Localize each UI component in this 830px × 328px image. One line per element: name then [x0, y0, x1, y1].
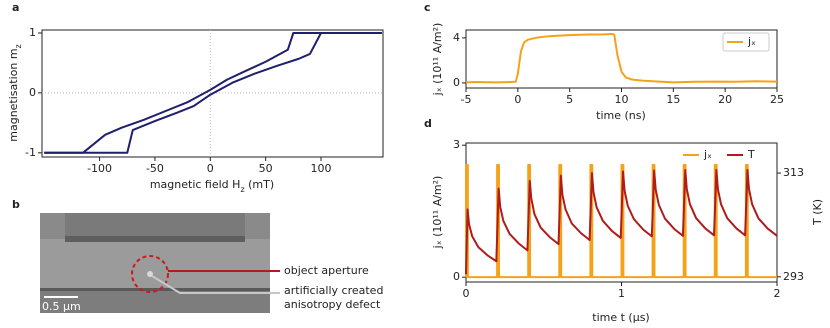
- series-line: [465, 168, 778, 275]
- x-tick-label: 10: [615, 93, 629, 106]
- x-axis-label-part: (mT): [245, 178, 275, 191]
- y-axis-label-part: jₓ (10¹¹ A/m²): [431, 176, 444, 250]
- y2-axis-label-part: T (K): [811, 199, 824, 226]
- series-line: [44, 32, 382, 154]
- sem-edge: [65, 236, 245, 242]
- panel-letter: d: [424, 117, 432, 130]
- x-tick-label: 2: [774, 287, 781, 300]
- x-axis-label: time t (µs): [592, 311, 649, 324]
- x-tick-label: -50: [146, 162, 164, 175]
- legend-label: jₓ: [703, 148, 712, 161]
- x-tick-label: 0: [463, 287, 470, 300]
- x-tick-label: 50: [259, 162, 273, 175]
- y-axis-label: jₓ (10¹¹ A/m²): [431, 23, 444, 97]
- x-tick-label: 15: [666, 93, 680, 106]
- legend-label: jₓ: [747, 35, 756, 48]
- y-tick-label: -1: [25, 146, 36, 159]
- annotation: artificially created: [284, 284, 383, 297]
- y-tick-label: 4: [453, 31, 460, 44]
- aperture-circle: [131, 255, 169, 293]
- legend-frame: [722, 32, 770, 52]
- defect-dot: [147, 271, 153, 277]
- scale-bar-label: 0.5 µm: [42, 300, 81, 313]
- y2-tick-label: 313: [783, 166, 804, 179]
- x-axis-label-part: magnetic field H: [150, 178, 241, 191]
- y-axis-label-part: magnetisation m: [7, 48, 20, 141]
- x-tick-label: 0: [514, 93, 521, 106]
- legend-label: T: [747, 148, 755, 161]
- annotation: anisotropy defect: [284, 298, 381, 311]
- x-axis-label: time (ns): [596, 109, 646, 122]
- series-line: [465, 32, 778, 84]
- series-line: [44, 32, 382, 154]
- x-tick-label: -100: [87, 162, 112, 175]
- sem-edge: [40, 288, 270, 291]
- x-tick-label: 20: [718, 93, 732, 106]
- y-axis-label-part: z: [14, 44, 23, 48]
- y-tick-label: 1: [29, 26, 36, 39]
- y-axis-label-part: jₓ (10¹¹ A/m²): [431, 23, 444, 97]
- y-axis-label: magnetisation mz: [7, 44, 23, 142]
- x-axis-label: magnetic field Hz (mT): [150, 178, 274, 194]
- defect-pointer: [151, 275, 280, 294]
- sem-region: [65, 213, 245, 237]
- x-tick-label: -5: [461, 93, 472, 106]
- x-axis-label-part: time (ns): [596, 109, 646, 122]
- x-tick-label: 1: [618, 287, 625, 300]
- y-tick-label: 3: [453, 138, 460, 151]
- x-tick-label: 5: [566, 93, 573, 106]
- x-axis-label-part: time t (µs): [592, 311, 649, 324]
- plot-frame: [41, 29, 384, 158]
- y-tick-label: 0: [29, 86, 36, 99]
- annotation: object aperture: [284, 264, 369, 277]
- panel-letter: c: [424, 1, 431, 14]
- series-line: [465, 163, 777, 279]
- x-axis-label-part: z: [240, 185, 244, 194]
- y-tick-label: 0: [453, 76, 460, 89]
- x-tick-label: 25: [770, 93, 784, 106]
- sem-image: 0.5 µm: [40, 213, 280, 313]
- y2-tick-label: 293: [783, 270, 804, 283]
- x-tick-label: 0: [207, 162, 214, 175]
- panel-letter: b: [12, 198, 20, 211]
- sem-region: [40, 290, 270, 313]
- y-tick-label: 0: [453, 270, 460, 283]
- panel-letter: a: [12, 1, 19, 14]
- y-axis-label: jₓ (10¹¹ A/m²): [431, 176, 444, 250]
- y2-axis-label: T (K): [811, 199, 824, 226]
- x-tick-label: 100: [311, 162, 332, 175]
